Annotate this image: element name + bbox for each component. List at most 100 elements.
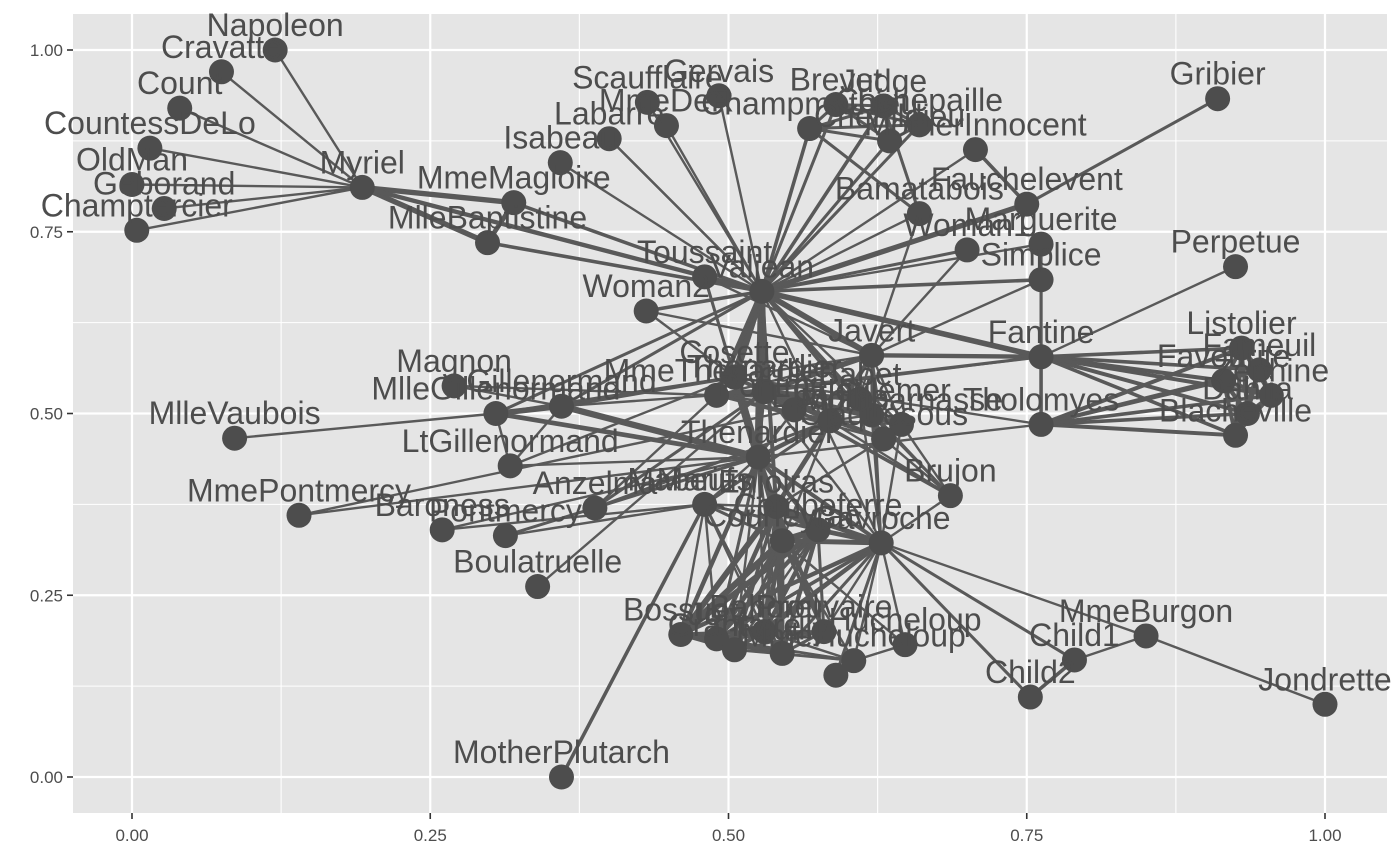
- edge: [870, 278, 1043, 357]
- edge: [714, 541, 883, 641]
- edge: [760, 212, 921, 293]
- edge: [1039, 422, 1238, 438]
- node-label: Enjolras: [718, 464, 834, 500]
- node-label: Fauchelevent: [931, 161, 1123, 197]
- node-label: Prouvaire: [755, 589, 892, 625]
- node-label: CountessDeLo: [44, 105, 256, 141]
- node: [633, 298, 659, 324]
- node-label: Grantaire: [668, 607, 801, 643]
- node: [797, 116, 823, 142]
- node-label: Feuilly: [736, 610, 828, 646]
- node: [262, 37, 288, 63]
- node-label: Valjean: [710, 248, 814, 284]
- node-label: MmeThenardier: [604, 352, 830, 388]
- node-label: Boulatruelle: [453, 544, 622, 580]
- edge: [760, 139, 892, 293]
- node-label: MmeDeR: [599, 83, 734, 119]
- node: [769, 640, 795, 666]
- edge: [1233, 346, 1244, 438]
- node-label: Gillenormand: [466, 363, 656, 399]
- edge: [762, 540, 884, 634]
- node: [892, 632, 918, 658]
- edge: [763, 390, 883, 545]
- edge: [1025, 97, 1220, 206]
- node: [1014, 191, 1040, 217]
- edge: [678, 454, 761, 637]
- node: [692, 491, 718, 517]
- edge: [703, 503, 718, 641]
- node: [906, 201, 932, 227]
- node-label: Bossuet: [623, 592, 739, 628]
- node: [954, 237, 980, 263]
- edge: [761, 538, 785, 634]
- node: [871, 93, 897, 119]
- node: [501, 190, 527, 216]
- node-label: MlleVaubois: [149, 395, 321, 431]
- x-axis: 0.00 0.25 0.50 0.75 1.00: [115, 813, 1342, 845]
- node: [668, 622, 694, 648]
- edge: [870, 212, 921, 357]
- edge: [1039, 355, 1238, 438]
- edge: [715, 354, 873, 397]
- node-label: Napoleon: [207, 7, 344, 43]
- node-label: Montparnasse: [800, 381, 1003, 417]
- edge: [130, 183, 364, 189]
- edge: [714, 527, 821, 642]
- y-tick-label: 0.25: [30, 586, 63, 605]
- edge: [852, 541, 883, 662]
- x-tick-label: 0.50: [712, 826, 745, 845]
- edge: [273, 48, 364, 189]
- node-label: MotherInnocent: [864, 107, 1086, 143]
- edge: [493, 411, 761, 460]
- node-label: Isabeau: [503, 120, 617, 156]
- y-tick-label: 0.00: [30, 768, 63, 787]
- node: [704, 626, 730, 652]
- edge: [759, 201, 1030, 295]
- node: [634, 89, 660, 115]
- node: [841, 648, 867, 674]
- node-label: Cosette: [679, 334, 789, 370]
- edge: [1073, 634, 1148, 662]
- node: [817, 408, 843, 434]
- node: [781, 397, 807, 423]
- node: [1205, 86, 1231, 112]
- edge: [665, 124, 764, 293]
- edge: [678, 540, 884, 637]
- node: [805, 517, 831, 543]
- edge: [763, 630, 855, 662]
- node-label: Simplice: [981, 237, 1102, 273]
- edge: [828, 419, 952, 497]
- node-label: Tholomyes: [963, 381, 1120, 417]
- node-label: Cochepaille: [836, 82, 1003, 118]
- node-label: Claquesous: [799, 396, 968, 432]
- node: [721, 637, 747, 663]
- node: [548, 393, 574, 419]
- node: [751, 379, 777, 405]
- edge: [882, 437, 952, 497]
- edge: [559, 289, 764, 408]
- node-label: Zephine: [1213, 352, 1329, 388]
- edge: [758, 288, 875, 359]
- edge: [440, 503, 706, 532]
- node-label: Brujon: [904, 453, 997, 489]
- edge: [677, 537, 786, 638]
- node-label: Cravatte: [161, 29, 282, 65]
- node: [763, 494, 789, 520]
- node: [582, 495, 608, 521]
- node: [1017, 684, 1043, 710]
- edge: [870, 248, 969, 357]
- node-label: Blacheville: [1159, 392, 1312, 428]
- edge: [297, 455, 760, 517]
- node-label: Count: [137, 65, 223, 101]
- node: [1028, 231, 1054, 257]
- node-label: Myriel: [320, 144, 405, 180]
- x-tick-label: 0.00: [115, 826, 148, 845]
- node: [877, 128, 903, 154]
- edge: [780, 541, 883, 655]
- node: [286, 502, 312, 528]
- node: [1028, 344, 1054, 370]
- edge: [440, 455, 760, 532]
- node-label: MlleGillenormand: [371, 371, 620, 407]
- node-label: Bahorel: [709, 589, 819, 625]
- node-label: Marguerite: [965, 201, 1118, 237]
